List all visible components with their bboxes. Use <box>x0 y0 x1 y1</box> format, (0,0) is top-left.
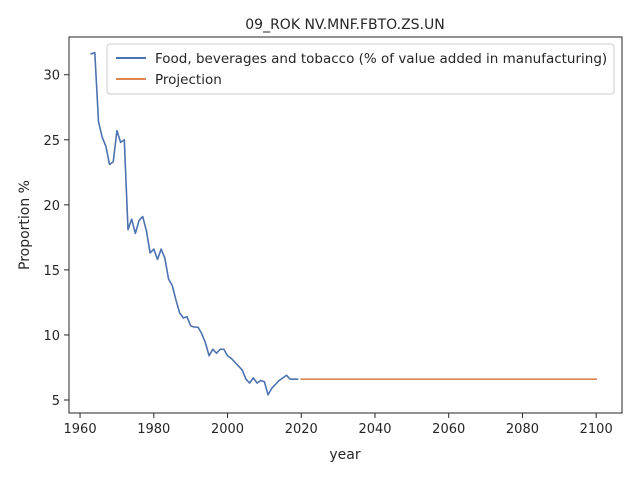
y-tick-label: 5 <box>52 394 60 409</box>
legend: Food, beverages and tobacco (% of value … <box>106 43 615 95</box>
x-tick-label: 2040 <box>358 422 391 437</box>
x-axis-label: year <box>329 447 360 463</box>
x-tick-label: 2060 <box>432 422 465 437</box>
x-tick-label: 2080 <box>506 422 539 437</box>
x-tick-label: 1960 <box>64 422 97 437</box>
plot-frame <box>68 36 623 414</box>
y-tick-label: 30 <box>43 69 60 84</box>
x-tick-label: 2100 <box>580 422 613 437</box>
y-tick-label: 10 <box>43 329 60 344</box>
legend-label-projection: Projection <box>155 72 222 88</box>
x-tick-label: 1980 <box>137 422 170 437</box>
y-tick-label: 15 <box>43 264 60 279</box>
series-layer <box>90 51 597 396</box>
x-axis: 1960 1980 2000 2020 2040 2060 2080 2100 <box>64 413 613 437</box>
legend-label-food: Food, beverages and tobacco (% of value … <box>155 51 607 67</box>
x-tick-label: 2000 <box>211 422 244 437</box>
y-axis: 5 10 15 20 25 30 <box>43 69 69 409</box>
chart-title: 09_ROK NV.MNF.FBTO.ZS.UN <box>245 17 444 33</box>
series-line-0 <box>90 51 299 396</box>
x-tick-label: 2020 <box>285 422 318 437</box>
legend-frame <box>106 43 615 95</box>
y-axis-label: Proportion % <box>17 180 33 270</box>
y-tick-label: 25 <box>43 134 60 149</box>
y-tick-label: 20 <box>43 199 60 214</box>
